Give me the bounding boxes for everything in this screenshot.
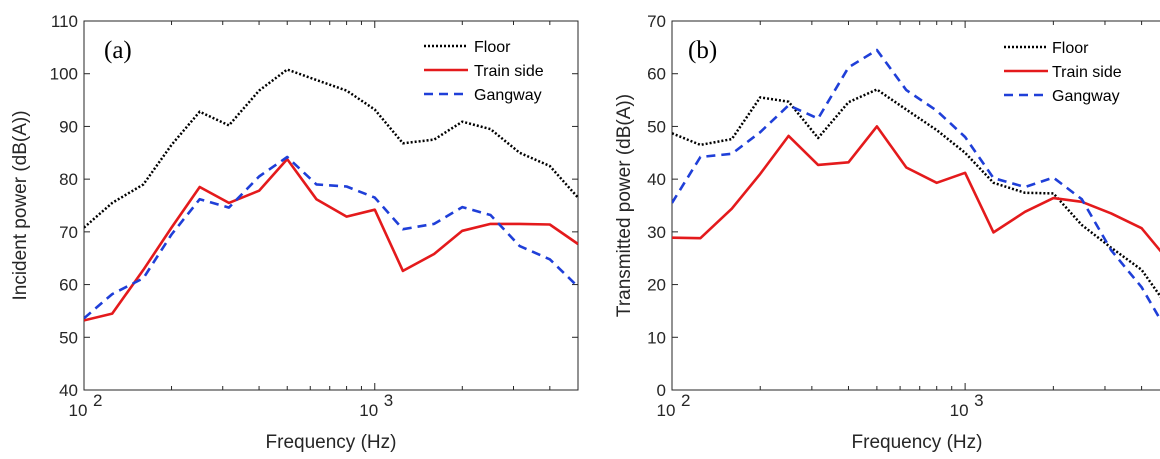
y-tick-label: 60 — [59, 276, 78, 295]
series-line-gangway — [84, 155, 578, 320]
legend-label: Floor — [1052, 40, 1089, 57]
series-line-train-side — [672, 125, 1160, 253]
y-tick-label: 40 — [647, 170, 666, 189]
y-tick-label: 70 — [59, 223, 78, 242]
y-tick-label: 40 — [59, 381, 78, 400]
axes-box — [671, 20, 1160, 391]
x-tick-exponent: 3 — [974, 391, 983, 410]
x-tick-label: 10 — [69, 401, 88, 420]
series-line-train-side — [84, 157, 578, 322]
legend-label: Train side — [474, 63, 544, 80]
legend: Floor Train side Gangway — [1004, 40, 1122, 105]
x-tick-exponent: 2 — [93, 391, 102, 410]
x-tick-exponent: 2 — [681, 391, 690, 410]
x-tick-exponent: 3 — [384, 391, 393, 410]
y-tick-label: 10 — [647, 328, 666, 347]
series-line-floor — [672, 88, 1160, 298]
plot-area — [84, 68, 578, 322]
series-line-floor — [84, 68, 578, 229]
y-tick-label: 60 — [647, 65, 666, 84]
y-tick-label: 90 — [59, 117, 78, 136]
x-tick-label: 10 — [359, 401, 378, 420]
x-tick-label: 10 — [950, 401, 969, 420]
x-tick-label: 10 — [657, 401, 676, 420]
legend: Floor Train side Gangway — [424, 39, 544, 104]
legend-label: Floor — [474, 39, 511, 56]
y-tick-label: 110 — [51, 12, 78, 31]
legend-label: Gangway — [474, 87, 542, 104]
panel-label: (b) — [688, 37, 717, 64]
x-axis-label: Frequency (Hz) — [266, 432, 397, 453]
y-tick-label: 100 — [50, 65, 78, 84]
axes-box — [83, 20, 579, 391]
legend-label: Train side — [1052, 64, 1122, 81]
y-tick-label: 30 — [647, 223, 666, 242]
panel-a: 40 50 60 70 80 90 100 110 10 2 10 3 Frequency (Hz) In… — [10, 12, 579, 453]
y-tick-label: 70 — [647, 12, 666, 31]
x-axis-label: Frequency (Hz) — [852, 432, 983, 453]
y-tick-label: 20 — [647, 276, 666, 295]
y-tick-label: 50 — [59, 328, 78, 347]
panel-label: (a) — [104, 37, 132, 64]
y-tick-label: 50 — [647, 117, 666, 136]
series-line-gangway — [672, 48, 1160, 322]
legend-label: Gangway — [1052, 88, 1120, 105]
y-axis-label: Transmitted power (dB(A)) — [614, 94, 635, 317]
plot-area — [672, 48, 1160, 322]
y-tick-label: 0 — [657, 381, 666, 400]
y-tick-label: 80 — [59, 170, 78, 189]
y-axis-label: Incident power (dB(A)) — [10, 110, 31, 300]
